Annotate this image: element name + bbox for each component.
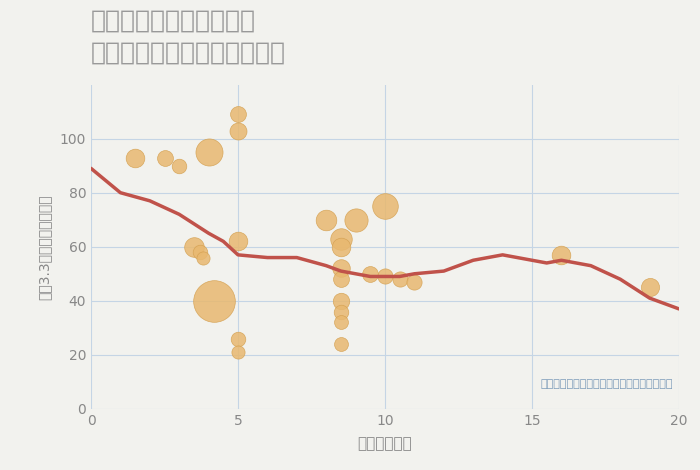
Point [335, 265, 346, 272]
Point [335, 243, 346, 251]
Point [335, 275, 346, 283]
Point [335, 297, 346, 305]
Point [556, 251, 567, 258]
Point [188, 243, 199, 251]
Point [335, 308, 346, 315]
Point [174, 162, 185, 170]
X-axis label: 駅距離（分）: 駅距離（分） [358, 436, 412, 451]
Point [379, 273, 391, 280]
Point [394, 275, 405, 283]
Point [644, 283, 655, 291]
Point [365, 270, 376, 277]
Point [209, 297, 220, 305]
Point [232, 335, 244, 342]
Point [335, 319, 346, 326]
Point [321, 216, 332, 224]
Point [194, 248, 205, 256]
Text: 奈良県橿原市西池尻町の
駅距離別中古マンション価格: 奈良県橿原市西池尻町の 駅距離別中古マンション価格 [91, 9, 286, 64]
Point [379, 203, 391, 210]
Point [203, 149, 214, 156]
Point [232, 348, 244, 356]
Point [130, 154, 141, 161]
Point [159, 154, 170, 161]
Point [232, 127, 244, 134]
Point [335, 340, 346, 348]
Point [232, 238, 244, 245]
Point [232, 110, 244, 118]
Y-axis label: 坪（3.3㎡）単価（万円）: 坪（3.3㎡）単価（万円） [37, 194, 51, 299]
Text: 円の大きさは、取引のあった物件面積を示す: 円の大きさは、取引のあった物件面積を示す [540, 379, 673, 390]
Point [350, 216, 361, 224]
Point [409, 278, 420, 286]
Point [335, 235, 346, 243]
Point [197, 254, 209, 261]
